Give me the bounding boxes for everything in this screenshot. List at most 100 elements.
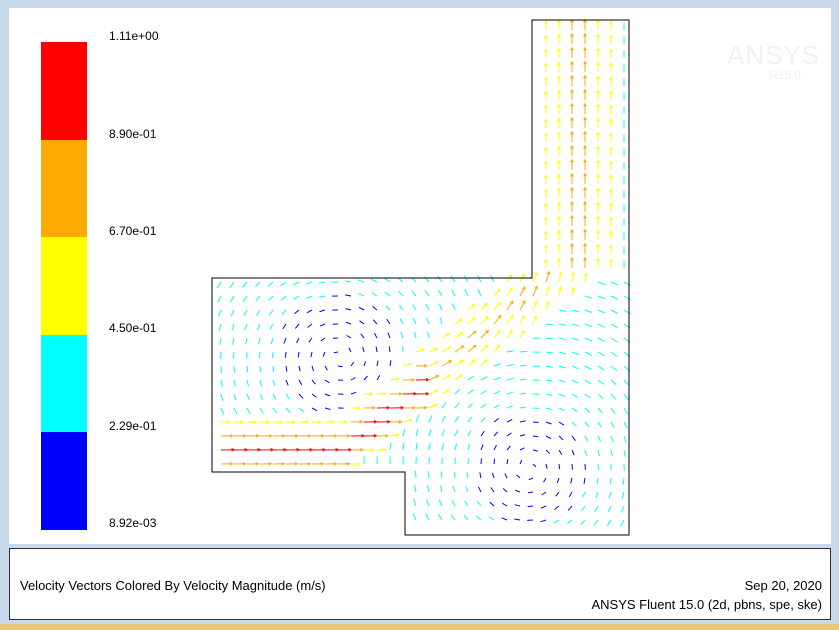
velocity-vector — [519, 434, 526, 437]
velocity-vector — [519, 392, 527, 395]
velocity-vector-head — [229, 433, 234, 438]
velocity-vector-head — [330, 420, 335, 424]
velocity-vector — [268, 309, 274, 316]
velocity-vector — [259, 365, 262, 373]
velocity-vector-head — [471, 317, 476, 321]
velocity-vector-head — [386, 419, 391, 424]
velocity-vector-head — [570, 88, 574, 93]
velocity-vector — [310, 351, 313, 358]
velocity-vector-head — [546, 300, 550, 305]
velocity-vector-head — [484, 344, 489, 349]
velocity-vector-head — [509, 287, 513, 292]
velocity-vector-head — [255, 461, 260, 466]
velocity-vector — [233, 379, 236, 387]
velocity-vector — [333, 351, 339, 354]
velocity-vector-head — [291, 420, 296, 424]
velocity-vector — [502, 488, 508, 493]
velocity-vector — [545, 421, 552, 425]
velocity-vector-plot[interactable] — [9, 8, 831, 544]
velocity-vector — [319, 323, 326, 327]
velocity-vector — [610, 309, 618, 314]
velocity-vector — [412, 317, 417, 325]
velocity-vector-head — [544, 244, 548, 249]
velocity-vector-head — [448, 360, 453, 364]
velocity-vector — [623, 435, 627, 443]
velocity-vector-head — [307, 433, 312, 438]
velocity-vector-head — [411, 377, 416, 382]
velocity-vector-head — [385, 433, 390, 438]
velocity-vector — [281, 309, 287, 315]
velocity-vector — [571, 463, 573, 470]
velocity-vector — [441, 443, 444, 451]
velocity-vector — [620, 505, 625, 513]
velocity-vector — [218, 323, 222, 331]
velocity-vector — [571, 272, 575, 283]
velocity-vector — [463, 275, 469, 283]
velocity-vector — [425, 513, 430, 521]
velocity-vector — [424, 290, 430, 297]
velocity-vector — [350, 391, 357, 395]
velocity-vector — [282, 323, 287, 330]
velocity-vector-head — [557, 89, 561, 94]
velocity-vector — [571, 365, 579, 370]
velocity-vector-head — [596, 173, 600, 178]
velocity-vector — [493, 418, 500, 423]
velocity-vector-head — [458, 318, 463, 323]
velocity-vector — [610, 281, 619, 286]
velocity-vector-head — [583, 214, 587, 219]
velocity-vector-head — [447, 374, 452, 378]
velocity-vector — [610, 351, 618, 357]
velocity-vector — [344, 280, 352, 283]
velocity-vector-head — [395, 433, 400, 437]
graphics-viewport[interactable]: 1.11e+00 8.90e-01 6.70e-01 4.50e-01 2.29… — [9, 8, 831, 544]
velocity-vector — [558, 309, 567, 312]
velocity-vector — [584, 323, 593, 328]
velocity-vector — [571, 287, 574, 297]
velocity-vector — [454, 359, 464, 367]
velocity-vector-head — [570, 158, 574, 163]
velocity-vector — [294, 323, 300, 329]
velocity-vector — [254, 281, 261, 288]
velocity-vector-head — [472, 344, 477, 349]
velocity-vector-head — [433, 403, 438, 408]
velocity-vector — [545, 337, 554, 340]
velocity-vector — [285, 379, 289, 386]
velocity-vector-head — [596, 131, 600, 136]
velocity-vector-head — [268, 461, 273, 466]
velocity-vector-head — [596, 257, 600, 262]
velocity-vector-head — [570, 172, 574, 177]
velocity-vector — [571, 407, 578, 413]
velocity-vector — [480, 376, 488, 381]
velocity-vector — [280, 295, 287, 301]
velocity-vector — [415, 442, 418, 451]
velocity-vector — [532, 435, 539, 438]
velocity-vector — [490, 274, 495, 283]
velocity-vector-head — [359, 419, 364, 424]
velocity-vector — [441, 333, 450, 339]
velocity-vector-head — [558, 271, 563, 276]
velocity-vector — [454, 416, 459, 423]
velocity-vector — [610, 407, 616, 414]
velocity-vector — [402, 419, 412, 423]
velocity-vector — [319, 295, 326, 298]
velocity-vector — [476, 515, 482, 521]
velocity-vector — [454, 345, 464, 353]
velocity-vector — [506, 350, 515, 353]
velocity-vector — [467, 389, 474, 395]
velocity-vector-head — [356, 406, 361, 410]
velocity-vector — [558, 435, 564, 441]
velocity-vector — [596, 477, 599, 485]
velocity-vector — [594, 505, 599, 512]
velocity-vector-head — [583, 60, 587, 65]
velocity-vector-head — [544, 146, 548, 151]
velocity-vector — [584, 273, 587, 283]
velocity-vector — [294, 309, 300, 315]
velocity-vector-head — [471, 303, 476, 308]
velocity-vector — [389, 360, 392, 367]
velocity-vector — [284, 351, 287, 358]
velocity-vector-head — [546, 285, 550, 290]
velocity-vector — [571, 421, 577, 427]
velocity-vector — [246, 393, 250, 401]
velocity-vector — [480, 316, 489, 325]
legend-swatch-orange — [41, 140, 87, 237]
